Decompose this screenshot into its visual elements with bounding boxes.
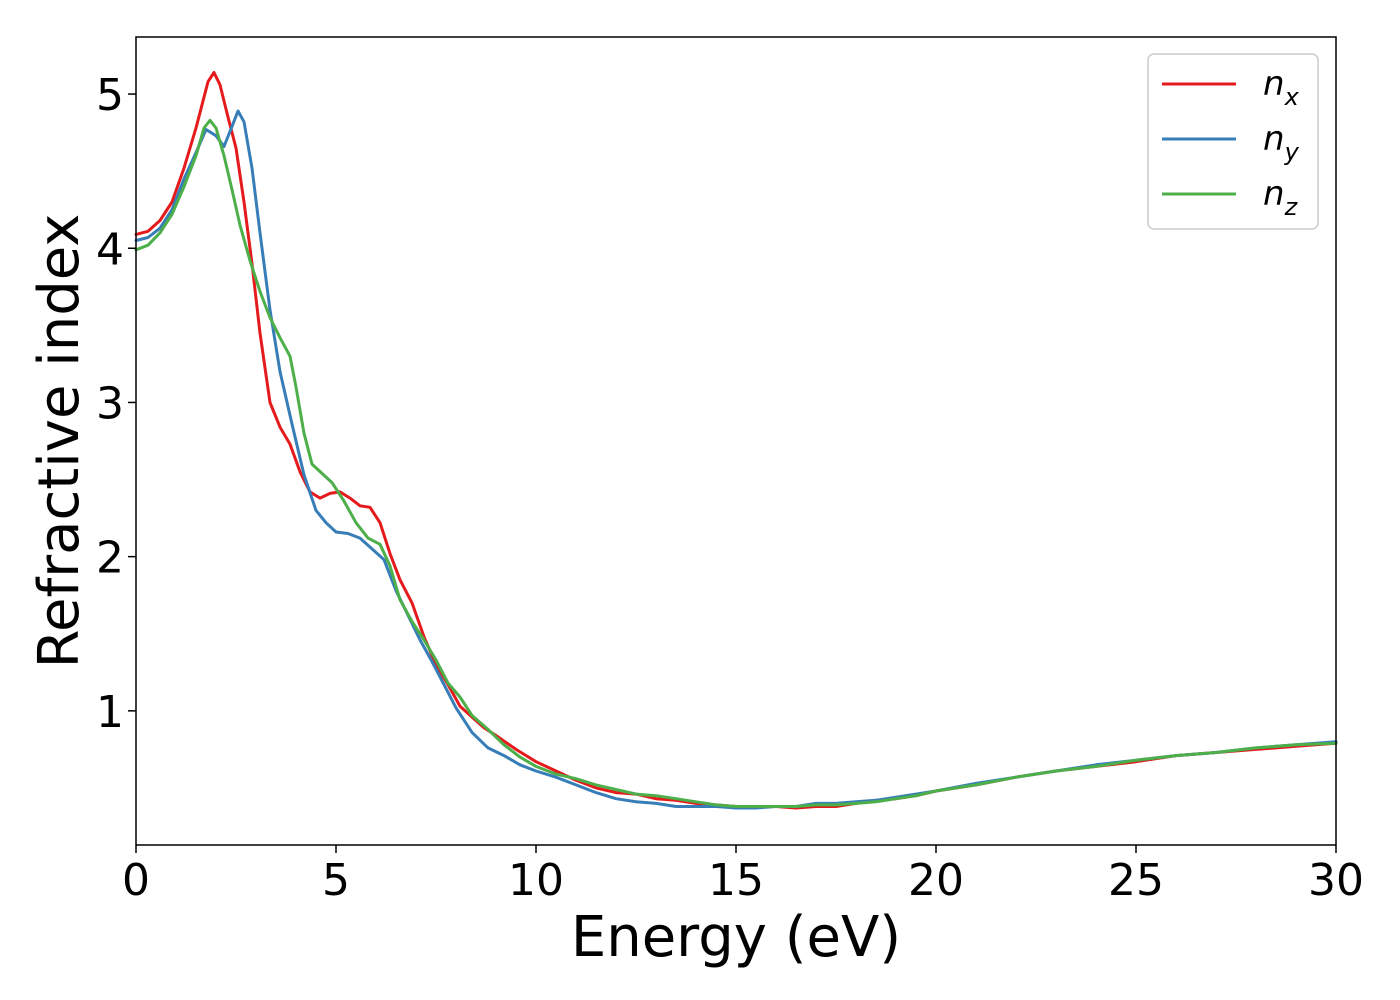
y-tick-label: 3: [96, 378, 124, 429]
series-line-z: [134, 118, 1338, 808]
legend-label-base: n: [1263, 119, 1285, 159]
y-tick-label: 1: [96, 687, 124, 738]
x-axis-label: Energy (eV): [571, 905, 901, 970]
y-axis-ticks: 1 2 3 4 5: [96, 70, 136, 738]
x-axis-ticks: 0 5 10 15 20 25 30: [122, 845, 1364, 906]
x-tick-label: 5: [322, 855, 350, 906]
x-tick-label: 0: [122, 855, 150, 906]
legend-label-z: nz: [1263, 174, 1299, 221]
y-tick-label: 4: [96, 224, 124, 275]
series-layer: [134, 71, 1338, 810]
legend-label-subscript: y: [1284, 138, 1300, 166]
y-tick-label: 5: [96, 70, 124, 121]
legend-label-subscript: x: [1284, 83, 1300, 111]
legend-label-y: ny: [1263, 119, 1300, 166]
x-tick-label: 20: [908, 855, 964, 906]
legend-label-base: n: [1263, 174, 1285, 214]
y-tick-label: 2: [96, 533, 124, 584]
legend-box: [1147, 53, 1319, 230]
y-axis-label: Refractive index: [27, 214, 92, 669]
x-tick-label: 10: [508, 855, 564, 906]
x-tick-label: 15: [708, 855, 764, 906]
legend-label-base: n: [1263, 64, 1285, 104]
legend-label-subscript: z: [1284, 193, 1299, 221]
legend-label-x: nx: [1263, 64, 1300, 111]
x-tick-label: 25: [1108, 855, 1164, 906]
x-tick-label: 30: [1308, 855, 1364, 906]
